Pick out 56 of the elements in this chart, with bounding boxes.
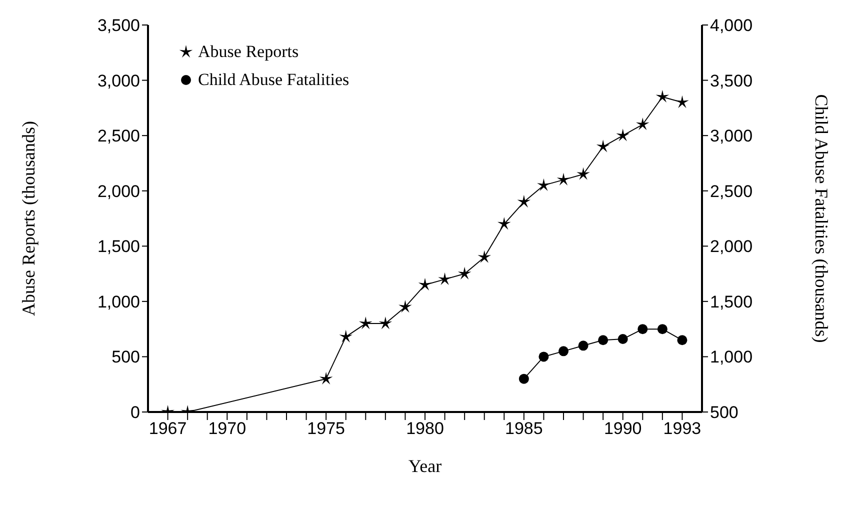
point <box>556 172 570 186</box>
point <box>656 90 670 103</box>
point <box>616 128 630 142</box>
point <box>676 95 689 108</box>
y2-axis-title: Child Abuse Fatalities (thousands) <box>812 94 832 343</box>
point <box>537 178 550 191</box>
y-tick-label: 2,500 <box>97 126 140 146</box>
y2-tick-label: 2,500 <box>710 182 753 201</box>
point <box>677 335 688 346</box>
point <box>339 330 353 342</box>
x-tick-label: 1975 <box>307 419 345 438</box>
y-tick-label: 3,500 <box>97 16 140 36</box>
point <box>358 316 372 330</box>
x-tick-label: 1990 <box>604 419 642 438</box>
x-tick-label: 1970 <box>208 419 246 438</box>
y-tick-label: 1,500 <box>97 237 140 256</box>
point <box>438 272 452 285</box>
y-axis-title: Abuse Reports (thousands) <box>18 121 38 316</box>
point <box>478 250 492 263</box>
x-axis-title: Year <box>408 456 442 476</box>
point <box>518 374 529 384</box>
y2-tick-label: 3,000 <box>710 126 753 146</box>
point <box>576 167 590 180</box>
point <box>418 278 432 291</box>
y2-tick-label: 1,000 <box>710 348 753 367</box>
y2-tick-label: 4,000 <box>710 16 753 36</box>
point <box>538 352 549 362</box>
legend-label: Abuse Reports <box>198 41 299 63</box>
point <box>517 194 531 208</box>
y-tick-label: 3,000 <box>97 71 140 90</box>
point <box>638 324 648 334</box>
point <box>578 340 588 351</box>
point <box>636 118 650 130</box>
point <box>319 372 333 384</box>
point <box>558 346 568 356</box>
x-tick-label: 1980 <box>406 419 444 438</box>
y-tick-label: 500 <box>112 348 140 367</box>
point <box>657 324 668 334</box>
x-tick-label: 1993 <box>663 419 702 438</box>
point <box>497 217 511 230</box>
legend-label: Child Abuse Fatalities <box>198 69 350 91</box>
y2-tick-label: 2,000 <box>710 237 753 256</box>
y-tick-label: 0 <box>130 403 140 422</box>
point <box>458 266 472 280</box>
point <box>598 335 608 346</box>
y2-tick-label: 3,500 <box>710 71 753 90</box>
y2-tick-label: 500 <box>710 403 738 422</box>
point <box>618 334 628 344</box>
y-tick-label: 1,000 <box>97 292 140 312</box>
x-tick-label: 1985 <box>505 419 543 438</box>
y2-tick-label: 1,500 <box>710 292 753 312</box>
point <box>596 140 610 152</box>
y-tick-label: 2,000 <box>97 182 140 201</box>
point <box>378 316 392 330</box>
x-tick-label: 1967 <box>148 419 187 438</box>
point <box>398 300 412 313</box>
